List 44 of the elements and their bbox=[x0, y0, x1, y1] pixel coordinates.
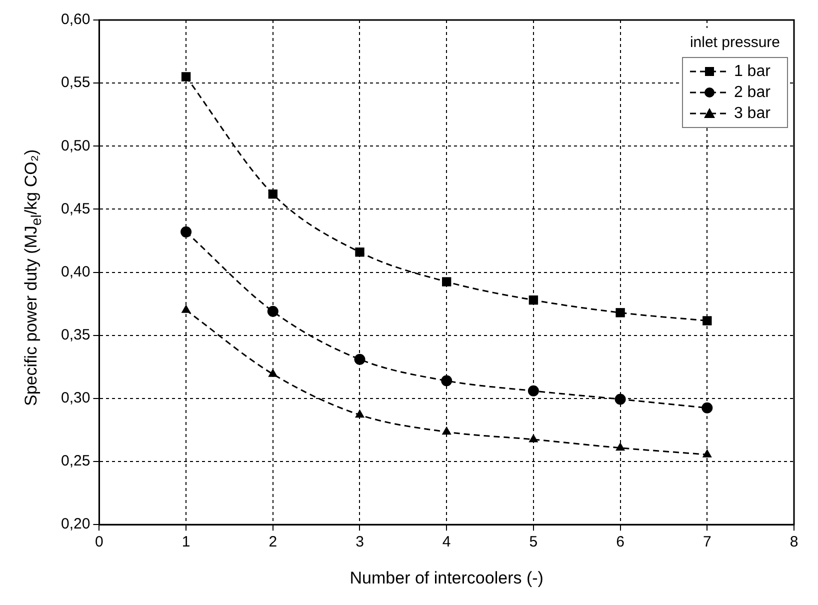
x-tick-label: 8 bbox=[790, 534, 798, 551]
point bbox=[181, 72, 191, 82]
point bbox=[528, 434, 538, 442]
x-tick-label: 4 bbox=[442, 534, 451, 551]
legend-label: 1 bar bbox=[734, 62, 770, 80]
point bbox=[268, 368, 278, 377]
point bbox=[702, 316, 712, 326]
point bbox=[180, 226, 192, 238]
x-tick-label: 7 bbox=[702, 534, 712, 551]
legend-title: inlet pressure bbox=[682, 28, 788, 57]
y-tick-label: 0,25 bbox=[60, 452, 90, 470]
point bbox=[355, 248, 364, 257]
x-tick-label: 6 bbox=[616, 534, 624, 551]
point bbox=[614, 394, 626, 405]
y-tick-label: 0,30 bbox=[60, 390, 90, 407]
point bbox=[528, 295, 538, 305]
y-tick-label: 0,35 bbox=[60, 326, 90, 344]
point bbox=[702, 449, 712, 458]
x-axis-title: Number of intercoolers (-) bbox=[350, 568, 544, 588]
x-tick-label: 3 bbox=[356, 534, 364, 551]
legend-label: 3 bar bbox=[734, 104, 770, 122]
point bbox=[616, 442, 626, 451]
point bbox=[442, 426, 452, 435]
x-tick-label: 5 bbox=[529, 534, 538, 551]
point bbox=[267, 306, 278, 317]
point bbox=[354, 354, 366, 365]
y-tick-label: 0,60 bbox=[60, 11, 90, 28]
y-tick-label: 0,50 bbox=[60, 137, 90, 154]
y-tick-label: 0,45 bbox=[60, 200, 90, 218]
y-tick-label: 0,20 bbox=[60, 516, 90, 533]
y-tick-label: 0,40 bbox=[60, 263, 90, 280]
point bbox=[181, 304, 191, 313]
y-tick-label: 0,55 bbox=[60, 74, 90, 92]
point bbox=[616, 308, 625, 318]
point bbox=[354, 409, 365, 418]
x-tick-label: 0 bbox=[95, 534, 104, 551]
point bbox=[702, 402, 713, 414]
point bbox=[268, 189, 278, 199]
x-tick-label: 1 bbox=[182, 534, 190, 551]
point bbox=[441, 375, 452, 386]
x-tick-label: 2 bbox=[268, 534, 278, 551]
point bbox=[442, 277, 452, 286]
point bbox=[528, 385, 539, 396]
legend-label: 2 bar bbox=[734, 84, 770, 102]
